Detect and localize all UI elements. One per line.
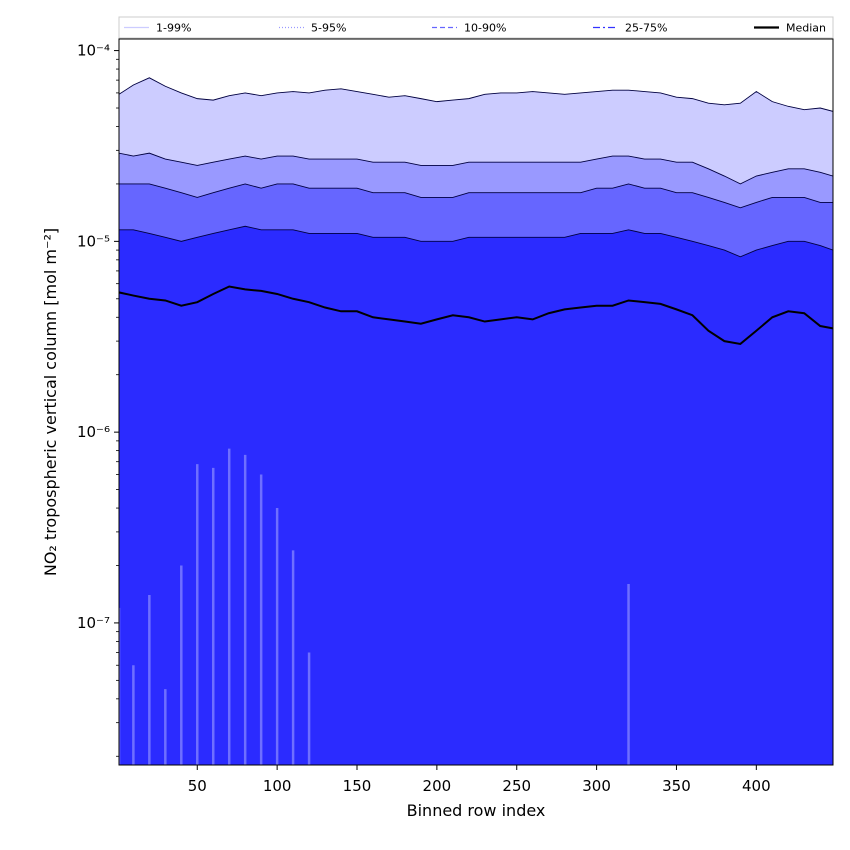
band-fill-10-90- [119, 183, 833, 257]
plot-frame [118, 38, 834, 766]
y-tick-label: 10⁻⁴ [77, 42, 110, 60]
x-tick-label: 150 [343, 777, 372, 795]
x-tick-label: 100 [263, 777, 292, 795]
band-fill-1-99- [119, 77, 833, 184]
legend-label-10-90-: 10-90% [464, 22, 506, 35]
legend: 1-99% 5-95% 10-90% 25-75% Median [118, 16, 834, 39]
x-tick-label: 400 [742, 777, 771, 795]
band-upper-line-25-75- [119, 225, 833, 258]
legend-label-median: Median [786, 22, 826, 35]
legend-label-1-99-: 1-99% [156, 22, 191, 35]
legend-frame [118, 16, 834, 39]
y-tick-label: 10⁻⁶ [77, 423, 110, 441]
band-fill-5-95- [119, 153, 833, 208]
x-axis: 50 100 150 200 250 300 350 400 [188, 765, 771, 795]
band-upper-line-10-90- [119, 183, 833, 209]
x-axis-label: Binned row index [407, 801, 546, 820]
band-upper-line-5-95- [119, 152, 833, 185]
band-upper-line-1-99- [119, 77, 833, 112]
x-tick-label: 350 [662, 777, 691, 795]
legend-label-5-95-: 5-95% [311, 22, 346, 35]
y-axis: 10⁻⁷ 10⁻⁶ 10⁻⁵ 10⁻⁴ [77, 42, 119, 757]
y-axis-label: NO₂ tropospheric vertical column [mol m⁻… [41, 228, 60, 576]
median-line [119, 285, 833, 345]
x-tick-label: 50 [188, 777, 207, 795]
x-tick-label: 300 [582, 777, 611, 795]
bands-layer [119, 77, 833, 765]
y-tick-label: 10⁻⁵ [77, 232, 110, 250]
legend-label-25-75-: 25-75% [625, 22, 667, 35]
band-fill-core [119, 226, 833, 765]
x-tick-label: 250 [502, 777, 531, 795]
x-tick-label: 200 [423, 777, 452, 795]
y-tick-label: 10⁻⁷ [77, 614, 110, 632]
